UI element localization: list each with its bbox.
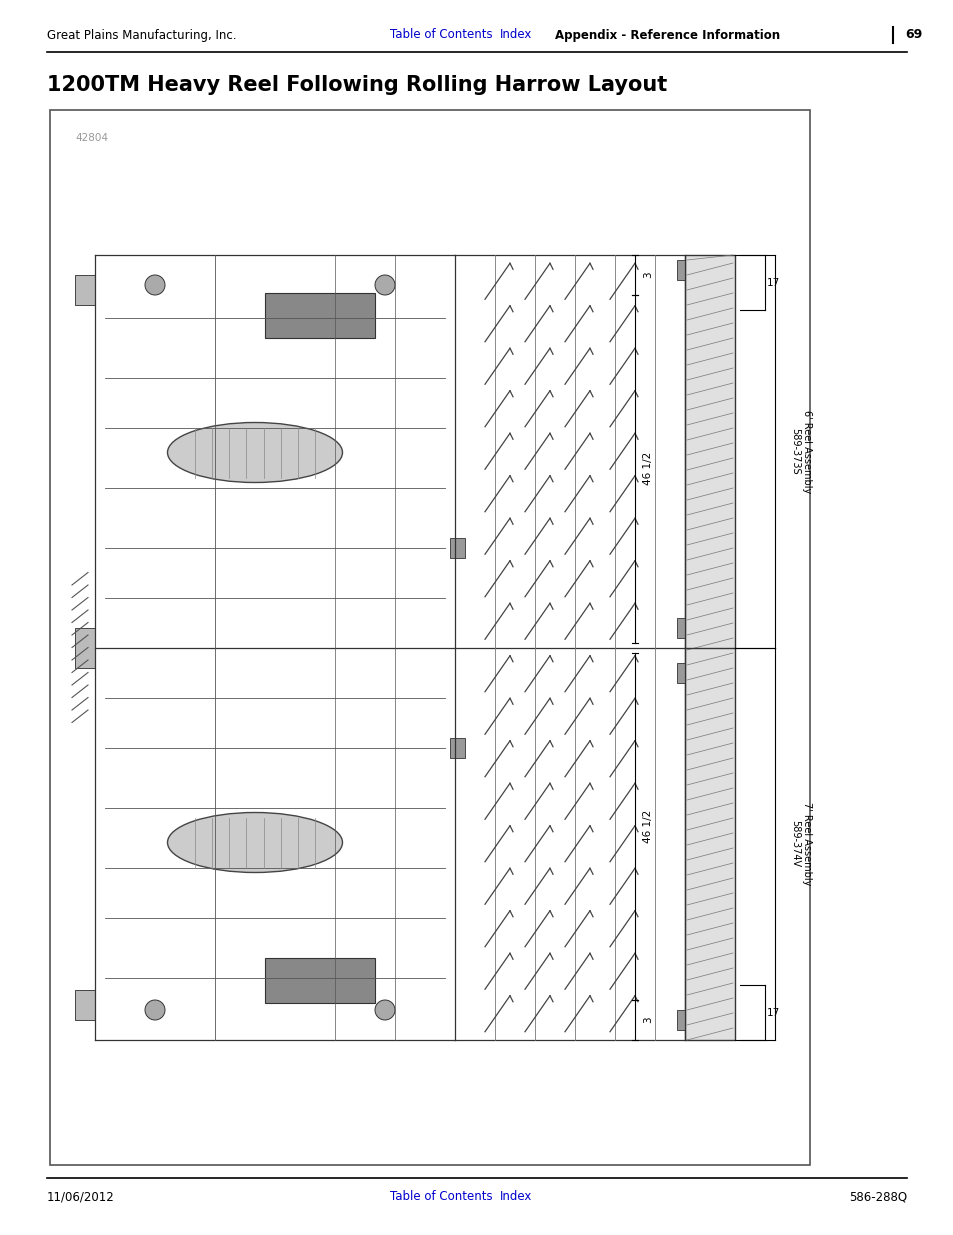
Circle shape [375,275,395,295]
Circle shape [375,1000,395,1020]
Bar [265,293,375,337]
Bar [677,662,684,683]
Bar [450,737,464,757]
Text: 11/06/2012: 11/06/2012 [47,1191,114,1203]
Bar [75,275,95,305]
Text: Table of Contents: Table of Contents [390,28,492,42]
Bar [75,627,95,667]
Bar [684,254,734,1040]
Bar [50,110,809,1165]
Bar [265,957,375,1003]
Bar [677,261,684,280]
Text: 3: 3 [642,272,652,278]
Text: 69: 69 [904,28,922,42]
Text: 42804: 42804 [75,133,108,143]
Text: 7' Reel Assembly
589-374V: 7' Reel Assembly 589-374V [789,802,811,885]
Text: Index: Index [499,1191,532,1203]
Bar [677,1010,684,1030]
Text: 46 1/2: 46 1/2 [642,452,652,485]
Text: Table of Contents: Table of Contents [390,1191,492,1203]
Text: Great Plains Manufacturing, Inc.: Great Plains Manufacturing, Inc. [47,28,236,42]
Text: 1200TM Heavy Reel Following Rolling Harrow Layout: 1200TM Heavy Reel Following Rolling Harr… [47,75,666,95]
Circle shape [145,1000,165,1020]
Bar [450,537,464,557]
Bar [75,990,95,1020]
Ellipse shape [168,422,342,483]
Text: Appendix - Reference Information: Appendix - Reference Information [555,28,780,42]
Ellipse shape [168,813,342,872]
Bar [677,618,684,637]
Text: 3: 3 [642,1016,652,1024]
Text: 46 1/2: 46 1/2 [642,810,652,842]
Text: Index: Index [499,28,532,42]
Text: 17: 17 [766,1008,780,1018]
Circle shape [145,275,165,295]
Text: 17: 17 [766,278,780,288]
Text: 586-288Q: 586-288Q [848,1191,906,1203]
Text: 6' Reel Assembly
589-373S: 6' Reel Assembly 589-373S [789,410,811,493]
